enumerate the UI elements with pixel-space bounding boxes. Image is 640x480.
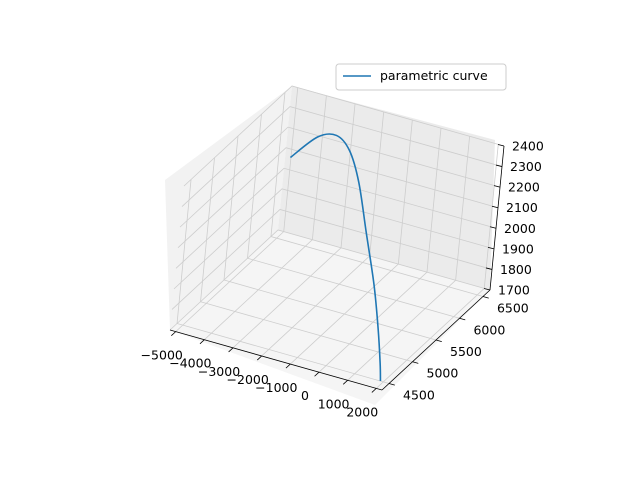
legend-box	[335, 63, 507, 91]
x-tick-mark	[371, 388, 377, 393]
x-tick-label: 2000	[346, 404, 378, 419]
x-tick-label: 0	[301, 388, 309, 403]
z-tick-mark	[487, 246, 495, 250]
legend: parametric curve	[335, 63, 507, 91]
x-tick-label: −4000	[169, 356, 211, 371]
z-gridline	[179, 126, 501, 228]
x-axis-line	[169, 329, 383, 391]
legend-label: parametric curve	[380, 68, 488, 83]
y-tick-mark	[412, 361, 419, 364]
back-pane-xz	[278, 86, 495, 290]
z-tick-mark	[483, 288, 491, 291]
z-tick-mark	[491, 205, 499, 209]
y-tick-mark	[459, 317, 466, 321]
z-gridline	[177, 147, 499, 249]
z-gridline	[173, 188, 495, 290]
x-tick-label: −3000	[198, 364, 240, 379]
y-tick-mark	[482, 296, 489, 299]
back-pane-yz	[165, 86, 292, 330]
x-tick-mark	[171, 331, 177, 336]
x-tick-mark	[199, 339, 205, 345]
y-tick-label: 5000	[427, 366, 459, 381]
y-tick-mark	[435, 339, 442, 343]
x-tick-label: 1000	[318, 396, 350, 411]
x-tick-mark	[342, 379, 348, 385]
z-tick-label: 2200	[508, 180, 540, 195]
x-tick-label: −1000	[255, 380, 297, 395]
y-tick-label: 6500	[497, 301, 529, 316]
z-tick-label: 2100	[506, 200, 538, 215]
y-tick-mark	[388, 383, 395, 386]
y-tick-label: 4500	[403, 387, 435, 402]
x-tick-mark	[285, 363, 291, 369]
z-tick-mark	[493, 185, 501, 188]
x-tick-mark	[228, 347, 234, 353]
series-group	[289, 133, 382, 382]
x-tick-label: −2000	[227, 372, 269, 387]
z-gridline	[181, 106, 503, 207]
y-tick-label: 6000	[473, 322, 505, 337]
y-tick-label: 5500	[450, 344, 482, 359]
z-gridline	[171, 208, 493, 310]
z-gridline	[175, 167, 497, 269]
x-tick-label: −5000	[141, 348, 183, 363]
z-tick-label: 1900	[502, 241, 534, 256]
z-tick-label: 2000	[504, 221, 536, 236]
z-gridline	[183, 85, 505, 187]
gridlines	[169, 85, 505, 389]
z-tick-label: 1800	[500, 262, 532, 277]
z-axis-line	[489, 145, 505, 291]
z-tick-mark	[495, 164, 503, 167]
z-tick-label: 2400	[512, 139, 544, 154]
tick-labels: −5000−4000−3000−2000−1000010002000450050…	[141, 139, 544, 420]
tick-marks	[171, 144, 505, 393]
z-tick-mark	[497, 144, 505, 147]
z-tick-mark	[485, 267, 493, 270]
z-tick-label: 2300	[510, 159, 542, 174]
z-tick-label: 1700	[498, 283, 530, 298]
x-tick-mark	[314, 371, 320, 377]
z-tick-mark	[489, 226, 497, 229]
x-tick-mark	[257, 355, 262, 361]
z-gridline	[169, 229, 491, 331]
series-line-parametric-curve	[289, 133, 382, 382]
